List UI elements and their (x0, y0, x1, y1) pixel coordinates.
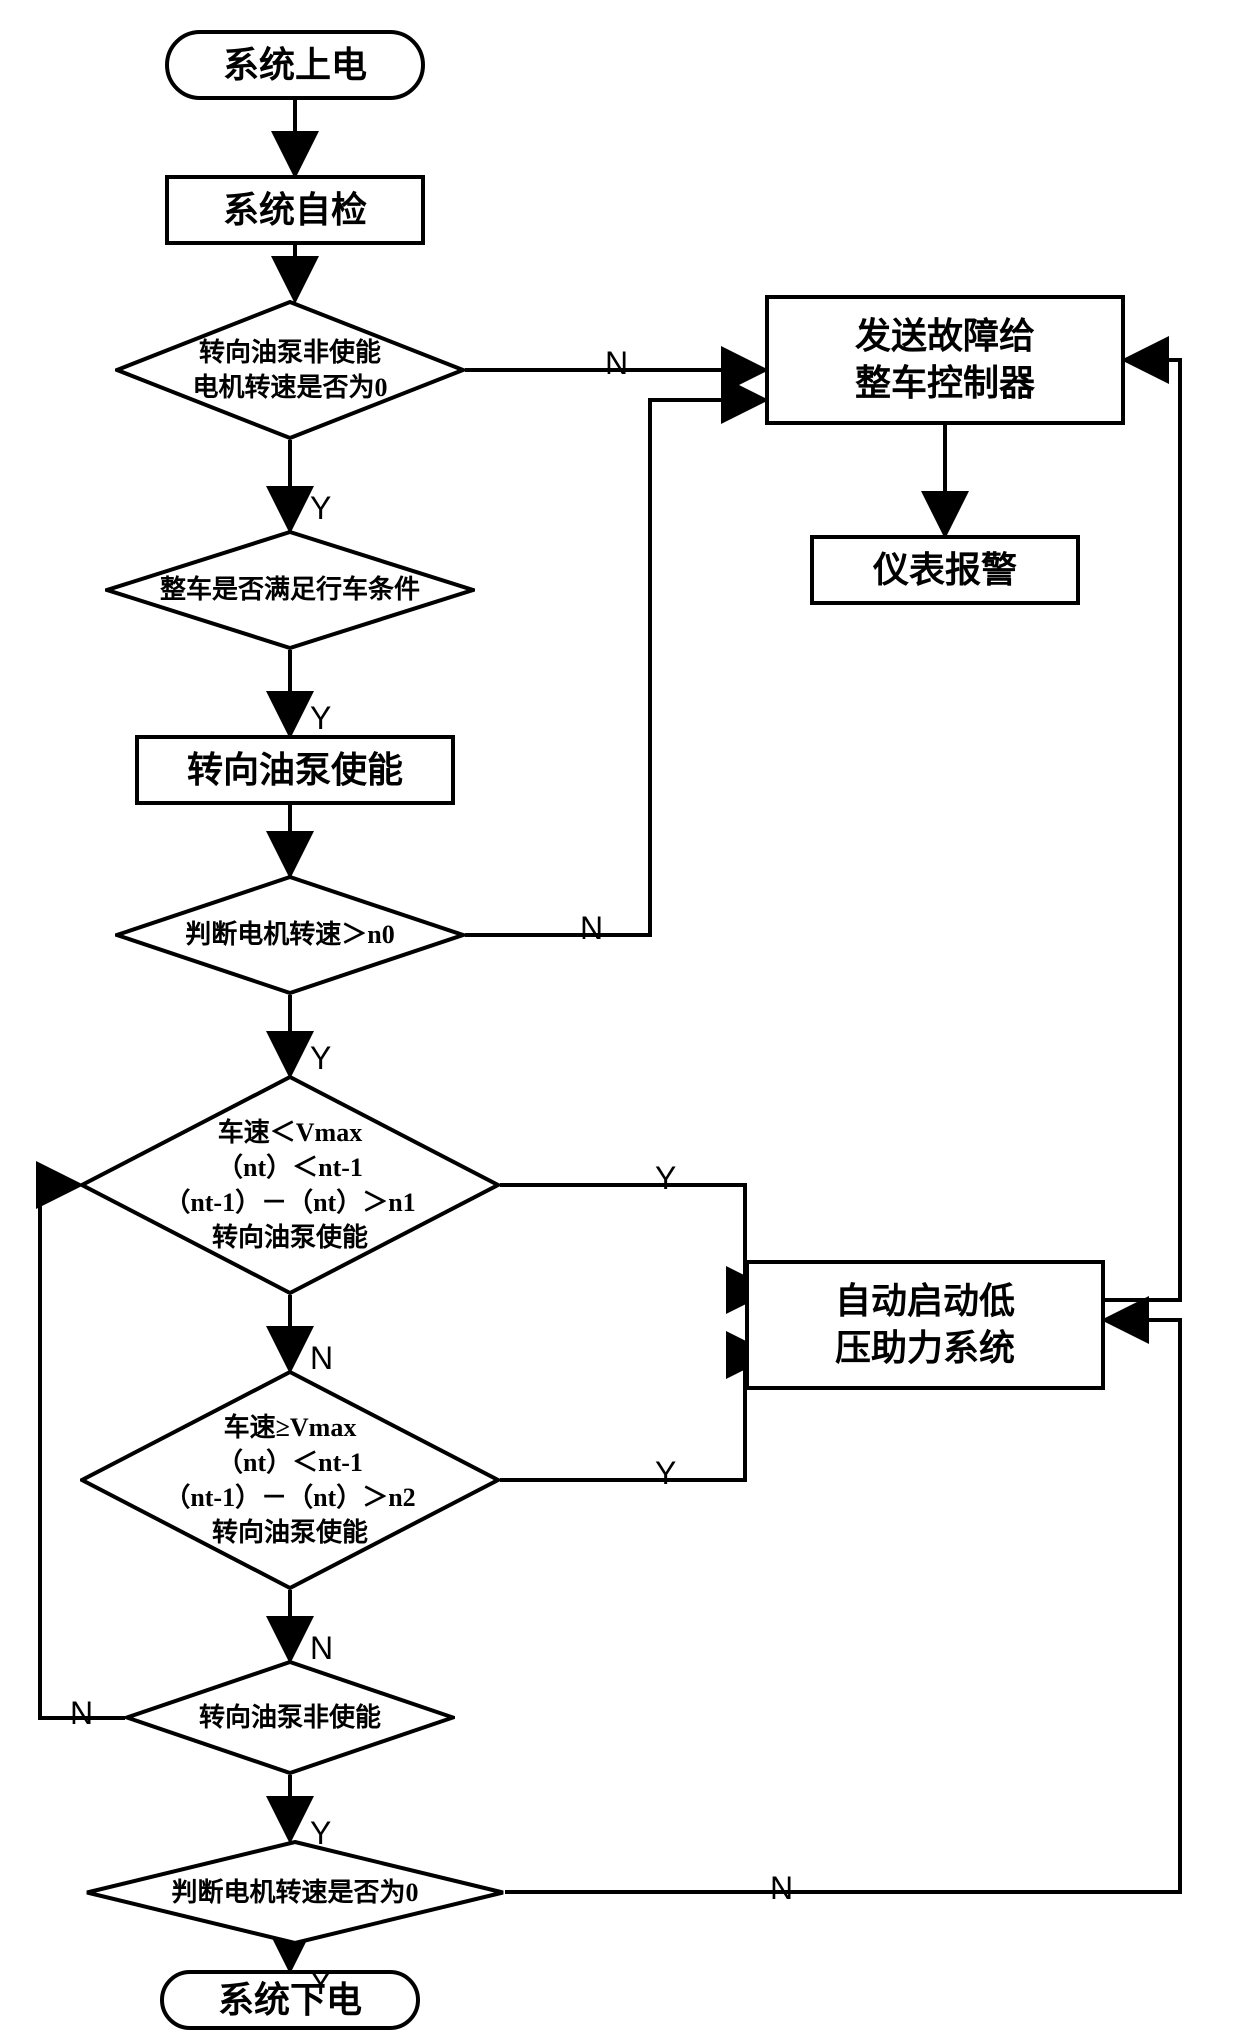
node-d2-text: 整车是否满足行车条件 (105, 530, 475, 650)
edge-label-d4_r-lowpress_tl: Y (655, 1160, 676, 1197)
node-d3: 判断电机转速＞n0 (115, 875, 465, 995)
node-d1-text: 转向油泵非使能 电机转速是否为0 (115, 300, 465, 440)
edge-label-d4_b-d5_t: N (310, 1340, 333, 1377)
node-lowpress: 自动启动低 压助力系统 (745, 1260, 1105, 1390)
node-d6-text: 转向油泵非使能 (125, 1660, 455, 1775)
edge-label-d3_r-fault_lb: N (580, 910, 603, 947)
node-d7-text: 判断电机转速是否为0 (85, 1840, 505, 1945)
node-d4: 车速＜Vmax （nt）＜nt-1 （nt-1）－（nt）＞n1 转向油泵使能 (80, 1075, 500, 1295)
node-d4-text: 车速＜Vmax （nt）＜nt-1 （nt-1）－（nt）＞n1 转向油泵使能 (80, 1075, 500, 1295)
node-selfcheck: 系统自检 (165, 175, 425, 245)
node-d7: 判断电机转速是否为0 (85, 1840, 505, 1945)
node-alarm-text: 仪表报警 (873, 547, 1017, 594)
edge-label-d7_b-end_t: Y (310, 1965, 331, 2002)
edge-label-d6_b-d7_t: Y (310, 1815, 331, 1852)
edge-d4_r-lowpress_tl (500, 1185, 770, 1290)
edge-label-d5_r-lowpress_bl: Y (655, 1455, 676, 1492)
node-start: 系统上电 (165, 30, 425, 100)
edge-label-d6_l-d4_l_loop: N (70, 1695, 93, 1732)
edge-label-d2_b-enable_t: Y (310, 700, 331, 737)
edge-label-d1_b-d2_t: Y (310, 490, 331, 527)
node-enable-text: 转向油泵使能 (187, 747, 403, 794)
node-end-text: 系统下电 (218, 1977, 362, 2024)
edge-d5_r-lowpress_bl (500, 1355, 770, 1480)
node-d6: 转向油泵非使能 (125, 1660, 455, 1775)
edge-d3_r-fault_lb (465, 400, 765, 935)
node-d5-text: 车速≥Vmax （nt）＜nt-1 （nt-1）－（nt）＞n2 转向油泵使能 (80, 1370, 500, 1590)
edge-label-d3_b-d4_t: Y (310, 1040, 331, 1077)
node-d3-text: 判断电机转速＞n0 (115, 875, 465, 995)
edge-d7_r-lowpress_r (505, 1320, 1180, 1892)
node-alarm: 仪表报警 (810, 535, 1080, 605)
node-selfcheck-text: 系统自检 (223, 187, 367, 234)
node-fault: 发送故障给 整车控制器 (765, 295, 1125, 425)
edge-label-d1_r-fault_l: N (605, 345, 628, 382)
edge-label-d5_b-d6_t: N (310, 1630, 333, 1667)
node-enable: 转向油泵使能 (135, 735, 455, 805)
node-end: 系统下电 (160, 1970, 420, 2030)
node-fault-text: 发送故障给 整车控制器 (855, 313, 1035, 407)
node-d1: 转向油泵非使能 电机转速是否为0 (115, 300, 465, 440)
edge-lowpress_rt-fault_r (1105, 360, 1180, 1300)
edge-label-d7_r-lowpress_r: N (770, 1870, 793, 1907)
node-d2: 整车是否满足行车条件 (105, 530, 475, 650)
node-d5: 车速≥Vmax （nt）＜nt-1 （nt-1）－（nt）＞n2 转向油泵使能 (80, 1370, 500, 1590)
node-lowpress-text: 自动启动低 压助力系统 (835, 1278, 1015, 1372)
node-start-text: 系统上电 (223, 42, 367, 89)
